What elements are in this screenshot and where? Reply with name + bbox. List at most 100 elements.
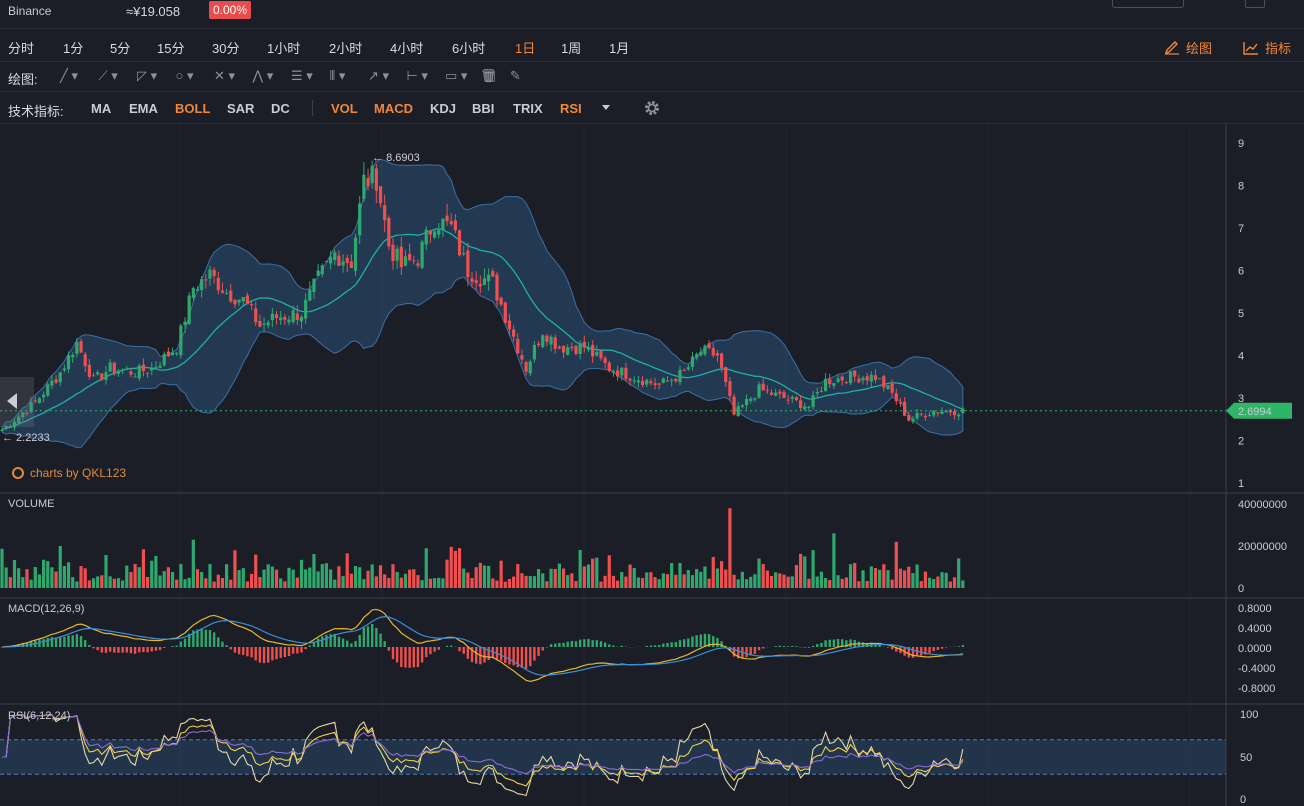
volume-bar: [449, 546, 453, 588]
draw-toggle-button[interactable]: 绘图: [1164, 38, 1212, 57]
volume-bar: [141, 549, 146, 588]
boll-band-area: [1, 158, 964, 449]
gann-icon[interactable]: ⦀ ▾: [329, 68, 346, 83]
fib-tool-icon[interactable]: ✕ ▾: [214, 68, 236, 83]
macd-histogram-bar: [653, 645, 657, 647]
measure-icon[interactable]: ⊢ ▾: [406, 68, 428, 83]
macd-histogram-bar: [375, 627, 378, 647]
interval-tab[interactable]: 1分: [63, 41, 84, 56]
interval-tab[interactable]: 30分: [212, 41, 240, 56]
macd-histogram-bar: [75, 634, 79, 647]
volume-bar: [823, 578, 828, 588]
indicator-rsi[interactable]: RSI: [560, 101, 582, 116]
candle-body: [349, 261, 353, 269]
volume-bar: [636, 577, 641, 588]
macd-histogram-bar: [425, 647, 428, 658]
volume-bar: [324, 563, 329, 588]
interval-tab-active[interactable]: 1日: [515, 41, 536, 56]
volume-bar: [611, 575, 616, 588]
volume-bar: [807, 578, 811, 588]
interval-tab[interactable]: 1小时: [267, 41, 301, 56]
settings-button[interactable]: [1112, 0, 1184, 8]
indicator-kdj[interactable]: KDJ: [430, 101, 457, 116]
macd-histogram-bar: [549, 644, 553, 647]
interval-tab[interactable]: 5分: [110, 41, 131, 56]
candle-body: [370, 165, 374, 184]
ray-tool-icon[interactable]: ⟋ ▾: [98, 68, 118, 83]
macd-panel-title: MACD(12,26,9): [8, 603, 84, 615]
volume-bar: [553, 568, 557, 588]
candle-body: [316, 270, 320, 276]
candle-body: [62, 368, 66, 371]
more-indicators-icon[interactable]: [602, 105, 610, 110]
candle-body: [50, 380, 54, 386]
indicator-sar[interactable]: SAR: [227, 101, 255, 116]
volume-bar: [586, 564, 591, 588]
candle-body: [507, 320, 512, 330]
line-tool-icon[interactable]: ╱ ▾: [60, 68, 78, 83]
interval-tab[interactable]: 分时: [8, 41, 35, 56]
channel-tool-icon[interactable]: ◸ ▾: [137, 68, 158, 83]
macd-histogram-bar: [737, 647, 740, 659]
macd-histogram-bar: [533, 647, 536, 661]
volume-bar: [83, 568, 87, 588]
candle-body: [695, 354, 699, 358]
volume-bar: [220, 578, 225, 588]
boll-band: [1, 158, 964, 449]
volume-bar: [665, 574, 670, 588]
arrow-icon[interactable]: ↗ ▾: [368, 68, 390, 83]
candle-body: [553, 337, 557, 349]
indicator-boll[interactable]: BOLL: [175, 101, 211, 116]
volume-bar: [894, 541, 898, 588]
indicator-dc[interactable]: DC: [271, 101, 290, 116]
indicator-vol[interactable]: VOL: [331, 101, 358, 116]
interval-tab[interactable]: 2小时: [329, 41, 363, 56]
macd-histogram-bar: [591, 640, 594, 647]
macd-histogram-bar: [358, 634, 361, 647]
interval-tab[interactable]: 1周: [561, 41, 582, 56]
volume-bar: [287, 567, 291, 588]
scroll-left-button[interactable]: [0, 377, 34, 427]
indicator-trix[interactable]: TRIX: [513, 101, 543, 116]
bars-icon[interactable]: ▥: [483, 68, 496, 83]
volume-bar: [674, 574, 678, 588]
fullscreen-icon[interactable]: [1245, 0, 1265, 8]
candle-body: [150, 367, 154, 371]
candle-body: [337, 255, 341, 266]
circle-tool-icon[interactable]: ○ ▾: [175, 68, 194, 83]
macd-histogram-bar: [836, 638, 840, 647]
volume-bar: [607, 555, 611, 588]
indicator-bbi[interactable]: BBI: [472, 101, 495, 116]
volume-bar: [732, 574, 736, 588]
volume-bar: [408, 569, 412, 588]
callout-icon[interactable]: ▭ ▾: [445, 68, 468, 83]
chart-area[interactable]: ← 8.6903 ← 2.2233 2.6994 9 8 7 6 5 4 3 2 1 40000000…: [0, 124, 1304, 806]
indicator-ma[interactable]: MA: [91, 101, 112, 116]
trash-icon[interactable]: 🗑: [480, 68, 497, 83]
candle-body: [661, 378, 665, 383]
candle-body: [395, 248, 399, 261]
interval-tab[interactable]: 6小时: [452, 41, 486, 56]
macd-histogram-bar: [504, 647, 507, 664]
interval-tab[interactable]: 1月: [609, 41, 630, 56]
eraser-icon[interactable]: ✎: [510, 68, 521, 83]
fib-levels-icon[interactable]: ☰ ▾: [291, 68, 313, 83]
interval-tab[interactable]: 15分: [157, 41, 185, 56]
candle-body: [374, 168, 378, 191]
indicator-toggle-button[interactable]: 指标: [1243, 38, 1291, 57]
macd-histogram-bar: [279, 647, 282, 658]
volume-bar: [233, 550, 237, 588]
candle-body: [491, 271, 495, 277]
candle-body: [898, 402, 903, 404]
indicator-macd[interactable]: MACD: [374, 101, 413, 116]
gear-icon[interactable]: [643, 99, 661, 117]
macd-histogram-bar: [88, 645, 91, 647]
macd-histogram-bar: [250, 647, 253, 658]
macd-histogram-bar: [936, 647, 940, 650]
chart-line-icon: [1243, 42, 1258, 55]
interval-tab[interactable]: 4小时: [390, 41, 424, 56]
candle-body: [690, 356, 695, 367]
macd-histogram-bar: [537, 647, 540, 656]
pattern-tool-icon[interactable]: ⋀ ▾: [252, 68, 274, 83]
indicator-ema[interactable]: EMA: [129, 101, 158, 116]
